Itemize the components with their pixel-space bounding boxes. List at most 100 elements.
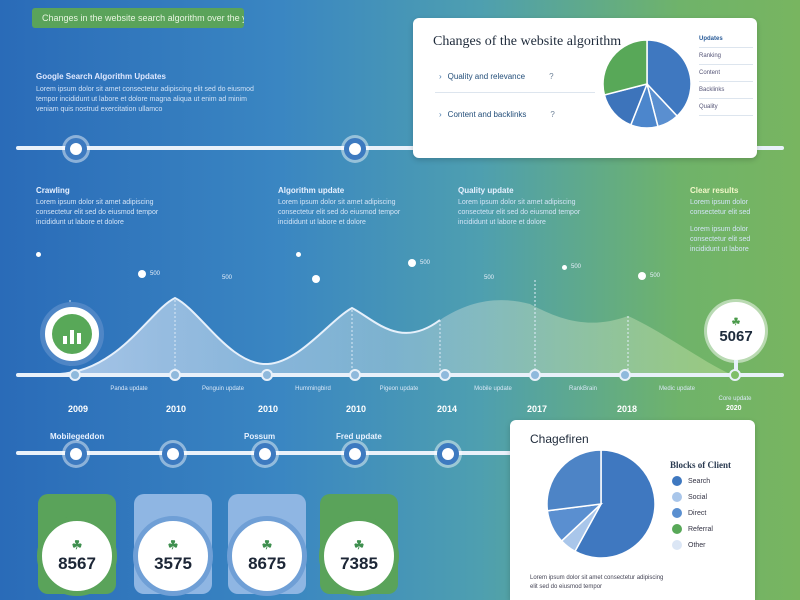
bottom-card-title: Chagefiren	[530, 432, 589, 446]
legend-item: Search	[672, 476, 713, 486]
timeline-label: Core update	[718, 396, 752, 402]
top-card-item-end: ?	[549, 72, 554, 81]
divider	[435, 92, 595, 93]
wave-area	[59, 280, 730, 375]
data-point-label: 500	[420, 260, 431, 266]
timeline-node[interactable]	[65, 443, 87, 465]
data-point-label: 500	[650, 273, 661, 279]
top-card-item-end: ?	[550, 110, 555, 119]
dot-icon	[312, 275, 320, 283]
timeline-node[interactable]	[344, 443, 366, 465]
section-title: Clear results	[690, 186, 739, 195]
middle-timeline-line	[16, 373, 784, 377]
section-line: incididunt ut labore et dolore	[278, 219, 366, 226]
section-algorithm: Algorithm update Lorem ipsum dolor sit a…	[278, 186, 400, 226]
pie-slice	[646, 39, 692, 118]
bar-chart-icon	[52, 314, 92, 354]
intro-title: Google Search Algorithm Updates	[36, 72, 166, 81]
timeline-node[interactable]	[437, 443, 459, 465]
timeline-node[interactable]	[169, 369, 181, 381]
timeline-node[interactable]	[254, 443, 276, 465]
top-card-item-label: Quality and relevance	[447, 72, 526, 81]
data-point-label: 500	[222, 275, 233, 281]
data-point: 500	[408, 259, 430, 267]
section-line: consectetur elit sed	[690, 209, 751, 216]
timeline-node[interactable]	[65, 138, 87, 160]
divider	[699, 47, 753, 48]
legend-item: Social	[672, 492, 713, 502]
intro-line: veniam quis nostrud exercitation ullamco	[36, 106, 163, 113]
leaf-icon: ☘	[731, 317, 741, 328]
timeline-node[interactable]	[69, 369, 81, 381]
timeline-year: 2018	[617, 404, 638, 414]
dot-icon	[638, 272, 646, 280]
badge-stem	[734, 360, 738, 374]
timeline-label: Penguin update	[201, 386, 245, 392]
legend-item: Quality	[699, 104, 718, 110]
legend-item: Direct	[672, 508, 713, 518]
top-card-title: Changes of the website algorithm	[433, 34, 622, 49]
section-line: incididunt ut labore et dolore	[36, 219, 124, 226]
section-line: incididunt ut labore	[690, 246, 749, 253]
data-point	[296, 252, 301, 257]
timeline-node[interactable]	[349, 369, 361, 381]
timeline-node[interactable]	[529, 369, 541, 381]
stat-value: 8675	[248, 554, 286, 573]
swatch	[672, 524, 682, 534]
timeline-label: Panda update	[110, 386, 148, 392]
timeline-label: Mobile update	[474, 386, 512, 392]
bottom-legend: Search Social Direct Referral Other	[672, 476, 713, 550]
section-line: consectetur elit sed do eiusmod tempor	[36, 209, 159, 216]
timeline-label: Pigeon update	[379, 386, 419, 392]
intro-line: Lorem ipsum dolor sit amet consectetur a…	[36, 86, 254, 93]
top-card-item[interactable]: › Quality and relevance ?	[439, 72, 554, 81]
timeline-node[interactable]	[162, 443, 184, 465]
section-line: Lorem ipsum dolor sit amet adipiscing	[278, 199, 396, 206]
stat-value: 3575	[154, 554, 192, 573]
stat-circle: ☘ 3575	[133, 516, 213, 596]
timeline-node[interactable]	[619, 369, 631, 381]
timeline-year: 2017	[527, 404, 548, 414]
legend-item: Other	[672, 540, 713, 550]
pie-slice	[573, 449, 656, 559]
top-timeline-line	[16, 146, 784, 150]
timeline-node[interactable]	[729, 369, 741, 381]
timeline-node[interactable]	[439, 369, 451, 381]
timeline-year: 2014	[437, 404, 458, 414]
section-quality: Quality update Lorem ipsum dolor sit ame…	[458, 186, 580, 226]
dot-icon	[138, 270, 146, 278]
section-line: consectetur elit sed do eiusmod tempor	[278, 209, 401, 216]
section-line: consectetur elit sed	[690, 236, 751, 243]
section-line: consectetur elit sed do eiusmod tempor	[458, 209, 581, 216]
legend-item: Updates	[699, 36, 723, 42]
leaf-icon: ☘	[353, 538, 365, 552]
divider	[699, 64, 753, 65]
stat-circle: ☘ 8675	[227, 516, 307, 596]
legend-item: Backlinks	[699, 87, 725, 93]
chart-badge	[40, 302, 104, 366]
timeline-year: 2009	[68, 404, 89, 414]
divider	[699, 98, 753, 99]
section-line: Lorem ipsum dolor	[690, 226, 748, 233]
section-line: Lorem ipsum dolor	[690, 199, 748, 206]
badge-value: 5067	[719, 328, 753, 345]
timeline-label: RankBrain	[568, 386, 597, 392]
swatch	[672, 508, 682, 518]
data-point-label: 500	[150, 271, 161, 277]
data-point	[36, 252, 41, 257]
leaf-icon: ☘	[167, 538, 179, 552]
data-point: 500	[138, 270, 160, 278]
top-pie-chart	[602, 39, 692, 129]
timeline-node[interactable]	[344, 138, 366, 160]
top-card-legend: Updates Ranking Content Backlinks Qualit…	[699, 36, 753, 121]
section-line: Lorem ipsum dolor sit amet adipiscing	[36, 199, 154, 206]
timeline-year: 2010	[258, 404, 279, 414]
data-point	[312, 275, 320, 283]
dot-icon	[408, 259, 416, 267]
dot-icon	[562, 264, 567, 270]
timeline-node[interactable]	[261, 369, 273, 381]
timeline-year: 2010	[346, 404, 367, 414]
top-card-item-label: Content and backlinks	[447, 110, 527, 119]
stat-value: 8567	[58, 554, 96, 573]
top-card-item[interactable]: › Content and backlinks ?	[439, 110, 555, 119]
